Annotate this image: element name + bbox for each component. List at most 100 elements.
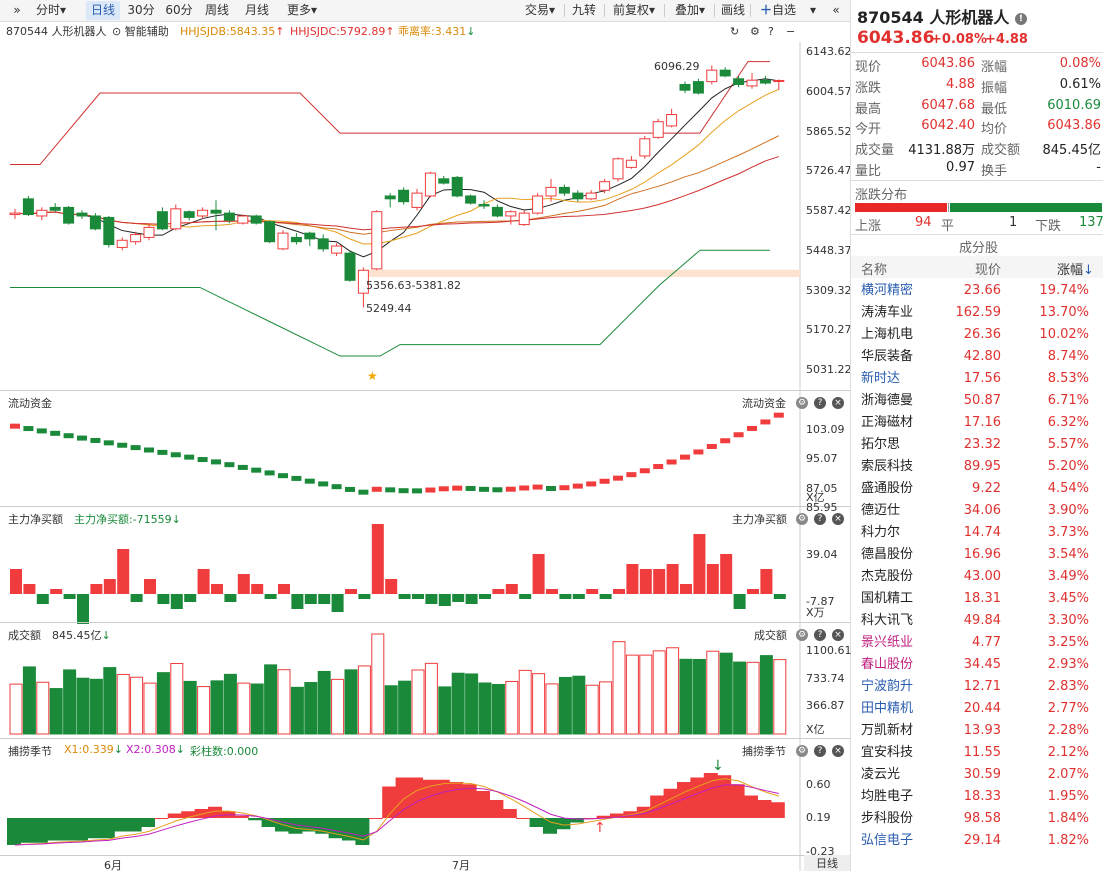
- collapse-right-icon[interactable]: «: [832, 3, 840, 17]
- panel-close-icon[interactable]: ×: [832, 629, 844, 641]
- constituent-row[interactable]: 均胜电子 18.33 1.95%: [851, 786, 1103, 808]
- constituent-name[interactable]: 科大讯飞: [861, 613, 914, 628]
- header-pct[interactable]: 涨幅↓: [1057, 263, 1094, 278]
- constituent-row[interactable]: 景兴纸业 4.77 3.25%: [851, 632, 1103, 654]
- period-daily[interactable]: 日线: [86, 1, 120, 20]
- adjust-button[interactable]: 前复权▾: [612, 3, 656, 17]
- constituent-name[interactable]: 正海磁材: [861, 415, 914, 430]
- period-30min[interactable]: 30分: [127, 3, 155, 17]
- constituent-row[interactable]: 浙海德曼 50.87 6.71%: [851, 390, 1103, 412]
- help-icon[interactable]: ?: [768, 25, 774, 38]
- period-60min[interactable]: 60分: [165, 3, 193, 17]
- panel-close-icon[interactable]: ×: [832, 397, 844, 409]
- constituent-name[interactable]: 杰克股份: [861, 569, 914, 584]
- constituent-name[interactable]: 盛通股份: [861, 481, 914, 496]
- constituent-row[interactable]: 宜安科技 11.55 2.12%: [851, 742, 1103, 764]
- header-price[interactable]: 现价: [975, 263, 1002, 278]
- constituent-row[interactable]: 宁波韵升 12.71 2.83%: [851, 676, 1103, 698]
- constituent-row[interactable]: 杰克股份 43.00 3.49%: [851, 566, 1103, 588]
- constituent-name[interactable]: 万凯新材: [861, 723, 914, 738]
- draw-button[interactable]: 画线: [720, 3, 745, 17]
- constituent-name[interactable]: 涛涛车业: [861, 305, 914, 320]
- trade-button[interactable]: 交易▾: [524, 3, 556, 17]
- flow-bar: [398, 488, 409, 494]
- x-period-label[interactable]: 日线: [804, 855, 850, 871]
- smart-assist-toggle[interactable]: ⊙ 智能辅助: [112, 25, 169, 38]
- panel-close-icon[interactable]: ×: [832, 745, 844, 757]
- constituent-row[interactable]: 田中精机 20.44 2.77%: [851, 698, 1103, 720]
- header-name[interactable]: 名称: [861, 263, 888, 278]
- constituent-row[interactable]: 步科股份 98.58 1.84%: [851, 808, 1103, 830]
- constituent-name[interactable]: 拓尔思: [861, 437, 901, 452]
- constituent-row[interactable]: 国机精工 18.31 3.45%: [851, 588, 1103, 610]
- candle-body: [625, 159, 637, 168]
- panel-settings-icon[interactable]: ⚙: [796, 629, 808, 641]
- add-watchlist-button[interactable]: ＋自选: [759, 3, 797, 17]
- info-icon[interactable]: !: [1014, 12, 1027, 25]
- constituent-row[interactable]: 新时达 17.56 8.53%: [851, 368, 1103, 390]
- constituent-name[interactable]: 浙海德曼: [861, 393, 914, 408]
- overlay-button[interactable]: 叠加▾: [674, 3, 706, 17]
- constituent-name[interactable]: 科力尔: [861, 525, 901, 540]
- period-monthly[interactable]: 月线: [244, 3, 269, 17]
- constituent-row[interactable]: 德昌股份 16.96 3.54%: [851, 544, 1103, 566]
- constituent-row[interactable]: 横河精密 23.66 19.74%: [851, 280, 1103, 302]
- constituent-name[interactable]: 弘信电子: [861, 833, 914, 848]
- dropdown-icon[interactable]: ▾: [809, 3, 817, 17]
- constituent-row[interactable]: 弘信电子 29.14 1.82%: [851, 830, 1103, 852]
- period-more[interactable]: 更多▾: [286, 3, 318, 17]
- constituent-name[interactable]: 国机精工: [861, 591, 914, 606]
- constituent-row[interactable]: 盛通股份 9.22 4.54%: [851, 478, 1103, 500]
- constituent-name[interactable]: 凌云光: [861, 767, 901, 782]
- panel-help-icon[interactable]: ?: [814, 513, 826, 525]
- period-intraday[interactable]: 分时▾: [35, 3, 67, 17]
- constituent-name[interactable]: 华辰装备: [861, 349, 914, 364]
- panel-help-icon[interactable]: ?: [814, 397, 826, 409]
- nine-turn-button[interactable]: 九转: [571, 3, 596, 17]
- panel-settings-icon[interactable]: ⚙: [796, 745, 808, 757]
- panel-close-icon[interactable]: ×: [832, 513, 844, 525]
- constituent-row[interactable]: 正海磁材 17.16 6.32%: [851, 412, 1103, 434]
- panel-settings-icon[interactable]: ⚙: [796, 397, 808, 409]
- constituent-row[interactable]: 拓尔思 23.32 5.57%: [851, 434, 1103, 456]
- constituent-row[interactable]: 德迈仕 34.06 3.90%: [851, 500, 1103, 522]
- constituent-name[interactable]: 宜安科技: [861, 745, 914, 760]
- constituent-row[interactable]: 涛涛车业 162.59 13.70%: [851, 302, 1103, 324]
- panel-help-icon[interactable]: ?: [814, 629, 826, 641]
- constituent-name[interactable]: 上海机电: [861, 327, 914, 342]
- constituent-name[interactable]: 横河精密: [861, 283, 914, 298]
- panel-settings-icon[interactable]: ⚙: [796, 513, 808, 525]
- constituent-name[interactable]: 春山股份: [861, 657, 914, 672]
- candle-body: [344, 252, 356, 281]
- panel-help-icon[interactable]: ?: [814, 745, 826, 757]
- constituent-row[interactable]: 科力尔 14.74 3.73%: [851, 522, 1103, 544]
- constituent-name[interactable]: 步科股份: [861, 811, 914, 826]
- constituent-name[interactable]: 德迈仕: [861, 503, 901, 518]
- constituent-row[interactable]: 科大讯飞 49.84 3.30%: [851, 610, 1103, 632]
- constituent-price: 98.58: [963, 811, 1001, 826]
- minimize-icon[interactable]: −: [786, 25, 796, 38]
- constituent-row[interactable]: 上海机电 26.36 10.02%: [851, 324, 1103, 346]
- constituent-row[interactable]: 华辰装备 42.80 8.74%: [851, 346, 1103, 368]
- settings-icon[interactable]: ⚙: [750, 25, 760, 38]
- star-icon[interactable]: ★: [367, 369, 378, 383]
- period-weekly[interactable]: 周线: [204, 3, 229, 17]
- collapse-icon[interactable]: »: [13, 3, 21, 17]
- net-bar: [653, 569, 666, 594]
- constituent-row[interactable]: 万凯新材 13.93 2.28%: [851, 720, 1103, 742]
- constituent-name[interactable]: 德昌股份: [861, 547, 914, 562]
- constituent-row[interactable]: 凌云光 30.59 2.07%: [851, 764, 1103, 786]
- constituent-name[interactable]: 新时达: [861, 371, 901, 386]
- quote-label: 换手: [981, 164, 1008, 179]
- constituent-name[interactable]: 均胜电子: [861, 789, 914, 804]
- constituent-row[interactable]: 春山股份 34.45 2.93%: [851, 654, 1103, 676]
- season-bar: [489, 800, 504, 818]
- constituent-name[interactable]: 景兴纸业: [861, 635, 914, 650]
- quote-value: 0.61%: [1059, 76, 1101, 92]
- refresh-icon[interactable]: ↻: [730, 25, 740, 38]
- constituent-row[interactable]: 索辰科技 89.95 5.20%: [851, 456, 1103, 478]
- flow-bar: [385, 487, 396, 493]
- constituent-name[interactable]: 索辰科技: [861, 459, 914, 474]
- constituent-name[interactable]: 田中精机: [861, 701, 914, 716]
- constituent-name[interactable]: 宁波韵升: [861, 679, 914, 694]
